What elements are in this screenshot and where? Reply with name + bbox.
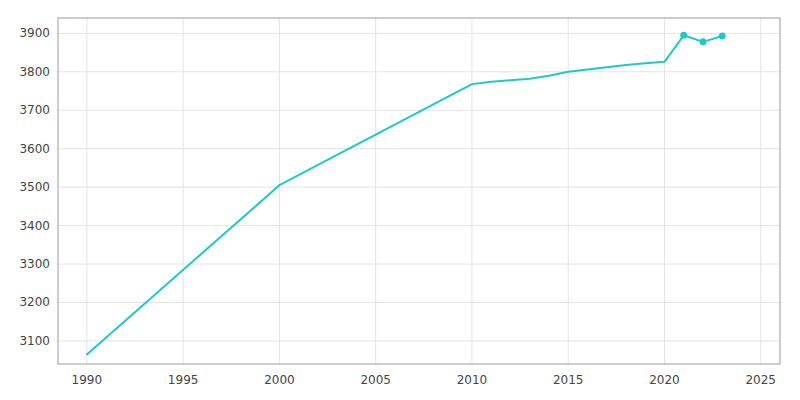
y-tick-label: 3600 xyxy=(19,142,50,156)
plot-area xyxy=(58,18,780,364)
y-tick-label: 3300 xyxy=(19,257,50,271)
data-layer xyxy=(87,32,726,355)
y-grid-line xyxy=(58,302,780,303)
x-tick-label: 2020 xyxy=(649,373,680,387)
x-tick-label: 1990 xyxy=(72,373,103,387)
y-tick-label: 3900 xyxy=(19,26,50,40)
y-grid-line xyxy=(58,110,780,111)
x-tick-label: 2010 xyxy=(457,373,488,387)
y-grid-line xyxy=(58,225,780,226)
chart-svg: 1990 1995 2000 2005 2010 2015 2020 2025 3100 3200… xyxy=(0,0,800,400)
x-grid-line xyxy=(471,18,472,364)
y-tick-label: 3100 xyxy=(19,334,50,348)
x-grid-line xyxy=(86,18,87,364)
y-grid-line xyxy=(58,340,780,341)
y-tick-label: 3400 xyxy=(19,219,50,233)
marker xyxy=(699,38,706,45)
marker xyxy=(719,33,726,40)
y-tick-label: 3500 xyxy=(19,180,50,194)
x-grid-line xyxy=(664,18,665,364)
y-tick-label: 3800 xyxy=(19,65,50,79)
x-grid-line xyxy=(183,18,184,364)
grid xyxy=(58,18,780,364)
x-grid-line xyxy=(279,18,280,364)
y-grid-line xyxy=(58,148,780,149)
x-tick-label: 2005 xyxy=(360,373,391,387)
y-grid-line xyxy=(58,187,780,188)
x-grid-line xyxy=(568,18,569,364)
x-tick-label: 2025 xyxy=(745,373,776,387)
y-grid-line xyxy=(58,33,780,34)
x-tick-label: 1995 xyxy=(168,373,199,387)
chart-container: 1990 1995 2000 2005 2010 2015 2020 2025 3100 3200… xyxy=(0,0,800,400)
x-grid-line xyxy=(375,18,376,364)
y-grid-line xyxy=(58,71,780,72)
marker xyxy=(680,32,687,39)
x-grid-line xyxy=(760,18,761,364)
x-tick-label: 2015 xyxy=(553,373,584,387)
tick-labels: 1990 1995 2000 2005 2010 2015 2020 2025 3100 3200… xyxy=(19,26,776,387)
plot-frame xyxy=(58,18,780,364)
x-tick-label: 2000 xyxy=(264,373,295,387)
y-grid-line xyxy=(58,264,780,265)
y-tick-label: 3700 xyxy=(19,103,50,117)
line xyxy=(87,35,722,354)
y-tick-label: 3200 xyxy=(19,295,50,309)
